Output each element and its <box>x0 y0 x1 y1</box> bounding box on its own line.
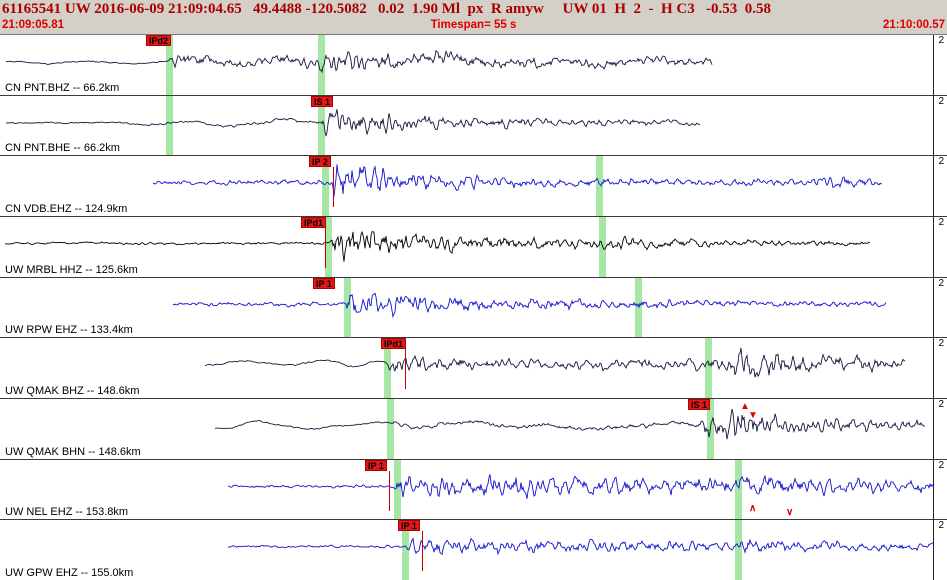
phase-pick-flag[interactable]: IP 1 <box>313 277 335 289</box>
pick-window-bar[interactable] <box>166 95 173 156</box>
pick-time-line <box>325 228 326 269</box>
trace-row[interactable]: IP 1 UW GPW EHZ -- 155.0km 2 <box>0 520 947 580</box>
trace-scale-number: 2 <box>938 520 944 532</box>
seismogram-waveform <box>4 230 871 262</box>
pick-window-bar[interactable] <box>384 338 391 399</box>
trace-scale-number: 2 <box>938 217 944 229</box>
timespan-label: Timespan= 55 s <box>430 19 517 31</box>
trace-scale-number: 2 <box>938 399 944 411</box>
phase-pick-flag[interactable]: IPd1 <box>301 217 327 229</box>
window-start-time: 21:09:05.81 <box>2 19 65 31</box>
pick-window-bar[interactable] <box>318 35 325 95</box>
pick-window-bar[interactable] <box>402 520 409 580</box>
pick-time-line <box>333 167 334 208</box>
seismogram-waveform <box>6 108 701 136</box>
phase-pick-flag[interactable]: IS 1 <box>311 95 334 107</box>
pick-window-bar[interactable] <box>596 156 603 217</box>
phase-pick-flag[interactable]: IPd1 <box>381 338 407 350</box>
station-channel-label: UW QMAK BHN -- 148.6km <box>5 445 141 458</box>
amplitude-marker: ∧ <box>749 502 757 514</box>
trace-scale-number: 2 <box>938 35 944 46</box>
phase-pick-flag[interactable]: IP 2 <box>309 156 331 168</box>
seismogram-waveform <box>172 292 887 318</box>
pick-window-bar[interactable] <box>394 459 401 520</box>
pick-window-bar[interactable] <box>322 156 329 217</box>
pick-window-bar[interactable] <box>325 217 332 277</box>
phase-pick-flag[interactable]: IP 1 <box>398 520 420 532</box>
trace-row[interactable]: IP 1 ∧ ∨ UW NEL EHZ -- 153.8km 2 <box>0 459 947 521</box>
pick-window-bar[interactable] <box>635 277 642 338</box>
pick-time-line <box>405 349 406 390</box>
seismogram-waveform <box>227 537 934 556</box>
station-channel-label: UW RPW EHZ -- 133.4km <box>5 324 133 337</box>
right-border-line <box>933 35 934 580</box>
pick-window-bar[interactable] <box>318 95 325 156</box>
seismogram-waveform <box>227 473 934 499</box>
phase-pick-flag[interactable]: IP 1 <box>365 459 387 471</box>
station-channel-label: UW GPW EHZ -- 155.0km <box>5 567 134 580</box>
trace-scale-number: 2 <box>938 459 944 471</box>
station-channel-label: UW MRBL HHZ -- 125.6km <box>5 263 138 276</box>
trace-scale-number: 2 <box>938 277 944 289</box>
pick-time-line <box>389 470 390 511</box>
station-channel-label: UW QMAK BHZ -- 148.6km <box>5 385 140 398</box>
pick-window-bar[interactable] <box>735 459 742 520</box>
pick-window-bar[interactable] <box>387 399 394 459</box>
event-header: 61165541 UW 2016-06-09 21:09:04.65 49.44… <box>0 0 947 34</box>
trace-row[interactable]: IPd1 UW MRBL HHZ -- 125.6km 2 <box>0 217 947 278</box>
pick-window-bar[interactable] <box>735 520 742 580</box>
phase-pick-flag[interactable]: IS 1 <box>688 399 711 411</box>
seismogram-waveform <box>214 409 926 440</box>
window-end-time: 21:10:00.57 <box>882 19 945 31</box>
trace-area: IPd2 CN PNT.BHZ -- 66.2km 2 IS 1 CN PNT.BHE … <box>0 34 947 580</box>
station-channel-label: UW NEL EHZ -- 153.8km <box>5 506 129 519</box>
trace-scale-number: 2 <box>938 95 944 107</box>
seismogram-waveform <box>204 348 906 378</box>
trace-row[interactable]: IS 1 CN PNT.BHE -- 66.2km 2 <box>0 95 947 157</box>
trace-scale-number: 2 <box>938 338 944 350</box>
event-summary-line: 61165541 UW 2016-06-09 21:09:04.65 49.44… <box>2 1 772 17</box>
pick-window-bar[interactable] <box>705 338 712 399</box>
amplitude-marker: ∨ <box>786 506 794 518</box>
trace-row[interactable]: IS 1 ▲ ▼ UW QMAK BHN -- 148.6km 2 <box>0 399 947 460</box>
time-axis-header: 21:09:05.81 Timespan= 55 s 21:10:00.57 <box>2 18 945 33</box>
trace-row[interactable]: IPd2 CN PNT.BHZ -- 66.2km 2 <box>0 35 947 96</box>
seismogram-waveform <box>6 49 713 74</box>
pick-time-line <box>422 531 423 572</box>
trace-row[interactable]: IP 2 CN VDB.EHZ -- 124.9km 2 <box>0 156 947 218</box>
trace-scale-number: 2 <box>938 156 944 168</box>
trace-row[interactable]: IPd1 UW QMAK BHZ -- 148.6km 2 <box>0 338 947 400</box>
station-channel-label: CN PNT.BHE -- 66.2km <box>5 142 120 155</box>
station-channel-label: CN VDB.EHZ -- 124.9km <box>5 203 128 216</box>
trace-row[interactable]: IP 1 UW RPW EHZ -- 133.4km 2 <box>0 277 947 339</box>
station-channel-label: CN PNT.BHZ -- 66.2km <box>5 81 120 94</box>
seismogram-waveform <box>152 164 883 198</box>
amplitude-marker: ▲ <box>740 401 750 413</box>
pick-window-bar[interactable] <box>166 35 173 95</box>
phase-pick-flag[interactable]: IPd2 <box>146 35 172 46</box>
amplitude-marker: ▼ <box>748 410 758 422</box>
